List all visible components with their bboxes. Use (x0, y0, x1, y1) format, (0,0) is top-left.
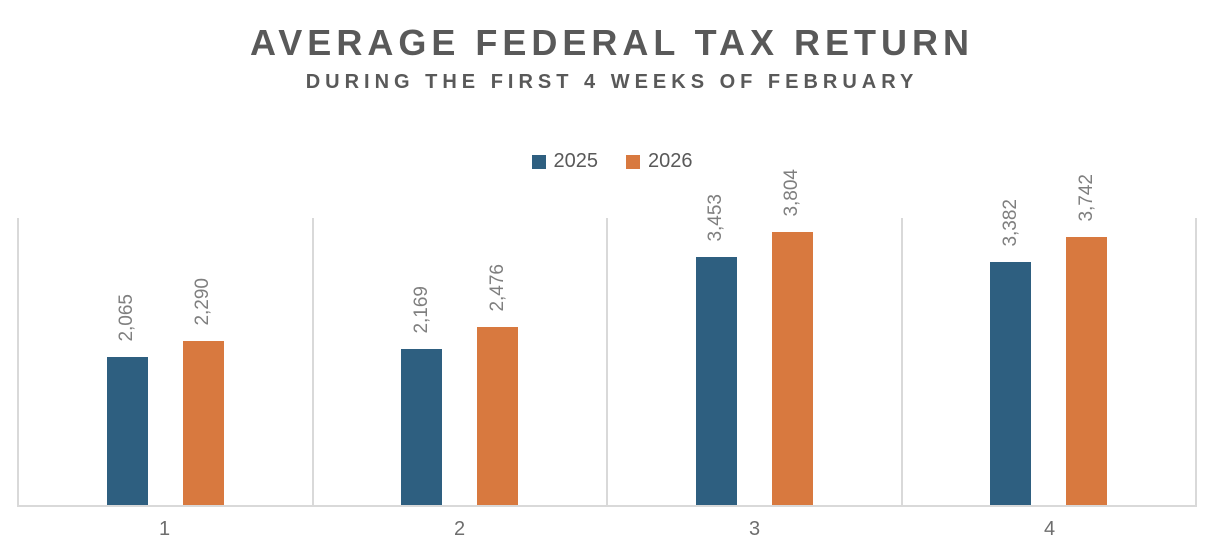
legend-item-2026: 2026 (626, 150, 693, 173)
chart-subtitle: DURING THE FIRST 4 WEEKS OF FEBRUARY (305, 71, 919, 93)
chart-title: AVERAGE FEDERAL TAX RETURN (249, 22, 975, 63)
bar-2026-week-4: 3,742 (1066, 174, 1108, 505)
legend-swatch-2026 (626, 154, 640, 169)
bar-2025-week-2: 2,169 (401, 286, 443, 505)
legend: 2025 2026 (0, 150, 1224, 173)
x-axis-label-2: 2 (453, 518, 466, 540)
category-group-3: 3,453 3,804 (606, 169, 901, 505)
legend-label: 2026 (648, 150, 693, 172)
category-group-2: 2,169 2,476 (311, 218, 607, 505)
legend-swatch-2025 (531, 154, 546, 169)
bar-2025-week-1: 2,065 (106, 294, 148, 505)
bar-value-label: 3,453 (705, 194, 727, 242)
bar-value-label: 3,382 (999, 199, 1021, 247)
bar-value-label: 3,742 (1075, 174, 1097, 222)
legend-item-2025: 2025 (531, 150, 599, 173)
bar-2026-week-3: 3,804 (771, 169, 813, 505)
x-axis-labels: 1 2 3 4 (17, 518, 1197, 541)
category-group-4: 3,382 3,742 (900, 174, 1196, 505)
bar-2025-week-3: 3,453 (695, 194, 737, 505)
bar-value-label: 2,065 (116, 294, 138, 342)
bar-2025-week-4: 3,382 (990, 199, 1032, 505)
legend-label: 2025 (553, 150, 599, 172)
bar-value-label: 2,290 (192, 278, 214, 326)
plot-area: 2,065 2,290 2,169 2,476 3,453 3,804 3,382 3,742 (17, 169, 1197, 507)
bar-value-label: 2,476 (486, 264, 508, 312)
bar-value-label: 3,804 (781, 169, 803, 217)
x-axis-label-1: 1 (158, 518, 171, 540)
x-axis-label-4: 4 (1043, 518, 1056, 540)
category-group-1: 2,065 2,290 (17, 218, 312, 505)
x-axis-label-3: 3 (748, 518, 761, 540)
bar-2026-week-2: 2,476 (477, 264, 519, 505)
bar-2026-week-1: 2,290 (182, 278, 224, 505)
bar-value-label: 2,169 (410, 286, 432, 334)
